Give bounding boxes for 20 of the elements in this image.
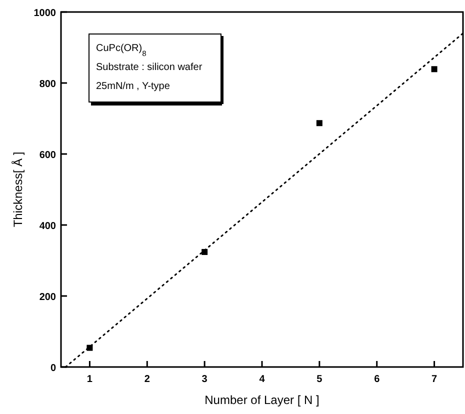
y-tick-label: 800 bbox=[39, 79, 56, 90]
x-tick-label: 2 bbox=[144, 374, 150, 385]
y-tick-label: 400 bbox=[39, 221, 56, 232]
x-tick-label: 1 bbox=[86, 374, 93, 385]
x-tick-label: 4 bbox=[259, 374, 266, 385]
x-tick-label: 5 bbox=[316, 374, 323, 385]
annotation: CuPc(OR)$_{8}$ bbox=[96, 43, 146, 58]
y-axis-title: Thickness[ Å ] bbox=[11, 152, 25, 228]
y-tick-label: 1000 bbox=[34, 8, 56, 19]
annotation: Substrate : silicon wafer bbox=[96, 62, 203, 73]
point bbox=[316, 120, 322, 126]
x-axis-title: Number of Layer [ N ] bbox=[204, 393, 320, 407]
y-tick-label: 200 bbox=[39, 292, 56, 303]
x-tick-label: 6 bbox=[374, 374, 380, 385]
point bbox=[431, 66, 438, 72]
x-tick-label: 7 bbox=[432, 374, 438, 385]
x-tick-label: 3 bbox=[202, 374, 208, 385]
y-tick-label: 600 bbox=[39, 150, 56, 161]
annotation: 25mN/m , Y-type bbox=[96, 81, 170, 92]
y-tick-label: 0 bbox=[50, 363, 56, 374]
